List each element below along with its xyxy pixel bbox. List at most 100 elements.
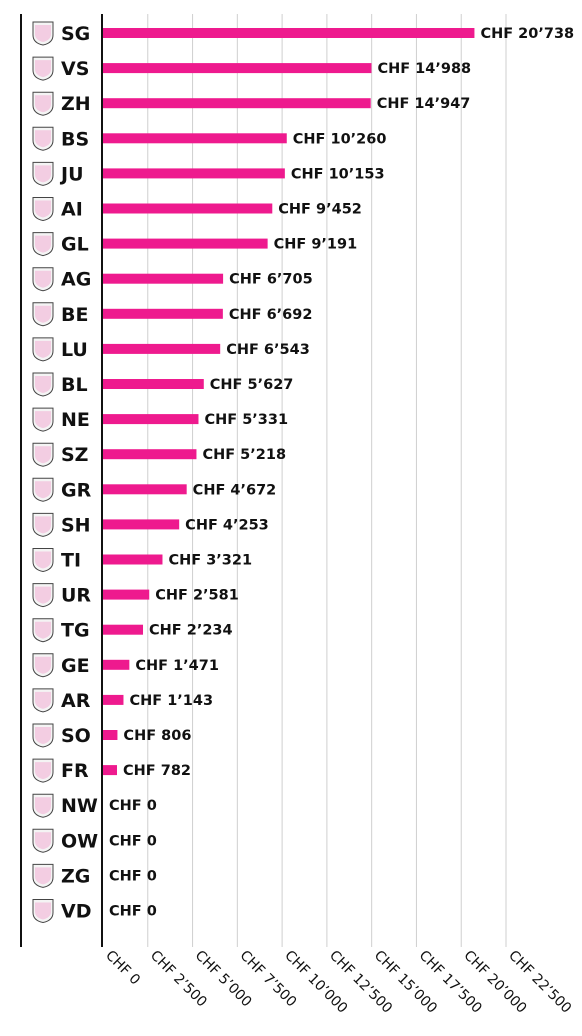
category-label: NW (61, 795, 98, 817)
category-label: TI (61, 550, 81, 572)
bar (103, 519, 180, 530)
bar (103, 238, 268, 249)
bar (103, 308, 223, 319)
data-label: CHF 14’947 (377, 96, 471, 112)
category-label: AI (61, 199, 83, 221)
bar (103, 28, 475, 38)
ow-coat-of-arms-icon (32, 828, 54, 853)
data-label: CHF 9’191 (274, 237, 358, 253)
bs-coat-of-arms-icon (32, 126, 54, 151)
bar (103, 659, 130, 670)
category-label: UR (61, 585, 91, 607)
gl-coat-of-arms-icon (32, 232, 54, 257)
so-coat-of-arms-icon (32, 723, 54, 748)
data-label: CHF 2’234 (149, 623, 233, 639)
data-label: CHF 1’471 (135, 658, 219, 674)
category-label: NE (61, 409, 90, 431)
bar (103, 554, 163, 565)
data-label: CHF 0 (109, 833, 157, 849)
bar (103, 343, 221, 354)
tg-coat-of-arms-icon (32, 618, 54, 643)
value-labels: CHF 20’738 CHF 14’988 CHF 14’947 CHF 10’260… (109, 26, 574, 920)
bar (103, 694, 124, 705)
x-tick-label: CHF 0 (102, 948, 143, 989)
ar-coat-of-arms-icon (32, 688, 54, 713)
category-label: SG (61, 23, 90, 45)
zh-coat-of-arms-icon (32, 91, 54, 116)
bar (103, 589, 150, 600)
bar (103, 379, 204, 389)
zg-coat-of-arms-icon (32, 863, 54, 888)
data-label: CHF 10’153 (291, 166, 385, 182)
data-label: CHF 6’692 (229, 307, 313, 323)
category-label: FR (61, 760, 89, 782)
ne-coat-of-arms-icon (32, 407, 54, 432)
nw-coat-of-arms-icon (32, 793, 54, 818)
data-label: CHF 4’672 (193, 482, 277, 498)
data-label: CHF 0 (109, 798, 157, 814)
category-label: ZG (61, 865, 90, 887)
bar (103, 133, 287, 144)
category-label: SH (61, 514, 91, 536)
data-label: CHF 782 (123, 763, 191, 779)
bar (103, 624, 144, 635)
sg-coat-of-arms-icon (32, 21, 54, 46)
bar (103, 730, 118, 740)
data-label: CHF 9’452 (278, 202, 362, 218)
data-label: CHF 806 (123, 728, 191, 744)
ai-coat-of-arms-icon (32, 197, 54, 222)
ur-coat-of-arms-icon (32, 583, 54, 608)
data-label: CHF 20’738 (480, 26, 574, 42)
ag-coat-of-arms-icon (32, 267, 54, 292)
category-label: ZH (61, 93, 91, 115)
data-label: CHF 6’705 (229, 272, 313, 288)
data-label: CHF 0 (109, 904, 157, 920)
vs-coat-of-arms-icon (32, 56, 54, 81)
grid-lines (147, 14, 507, 947)
ju-coat-of-arms-icon (32, 161, 54, 186)
category-label: GE (61, 655, 90, 677)
data-label: CHF 2’581 (155, 588, 239, 604)
fr-coat-of-arms-icon (32, 758, 54, 783)
vd-coat-of-arms-icon (32, 899, 54, 924)
category-label: BE (61, 304, 88, 326)
bar (103, 414, 199, 425)
category-label: VD (61, 901, 91, 923)
category-label: GR (61, 479, 92, 501)
data-label: CHF 10’260 (293, 131, 387, 147)
data-label: CHF 5’627 (210, 377, 294, 393)
category-labels: SG VS ZH BS JU AI GL AG BE LU BL NE SZ GR SH TI UR TG GE AR… (32, 21, 98, 924)
ti-coat-of-arms-icon (32, 548, 54, 573)
bars (103, 28, 475, 776)
data-label: CHF 4’253 (185, 517, 269, 533)
sh-coat-of-arms-icon (32, 512, 54, 537)
category-label: SZ (61, 444, 88, 466)
be-coat-of-arms-icon (32, 302, 54, 327)
bar (103, 273, 224, 284)
lu-coat-of-arms-icon (32, 337, 54, 362)
bar (103, 449, 197, 460)
category-label: BL (61, 374, 88, 396)
data-label: CHF 5’331 (204, 412, 288, 428)
bar (103, 98, 371, 109)
ge-coat-of-arms-icon (32, 653, 54, 678)
category-label: AG (61, 269, 91, 291)
data-label: CHF 5’218 (202, 447, 286, 463)
bar (103, 484, 187, 495)
category-label: VS (61, 58, 89, 80)
category-label: AR (61, 690, 91, 712)
bl-coat-of-arms-icon (32, 372, 54, 397)
sz-coat-of-arms-icon (32, 442, 54, 467)
data-label: CHF 3’321 (168, 553, 252, 569)
bar (103, 168, 285, 179)
bar (103, 203, 273, 214)
category-label: TG (61, 620, 90, 642)
data-label: CHF 6’543 (226, 342, 310, 358)
data-label: CHF 14’988 (377, 61, 471, 77)
category-label: SO (61, 725, 91, 747)
category-label: JU (59, 163, 84, 185)
category-label: BS (61, 128, 89, 150)
category-label: GL (61, 234, 89, 256)
bar (103, 63, 372, 74)
